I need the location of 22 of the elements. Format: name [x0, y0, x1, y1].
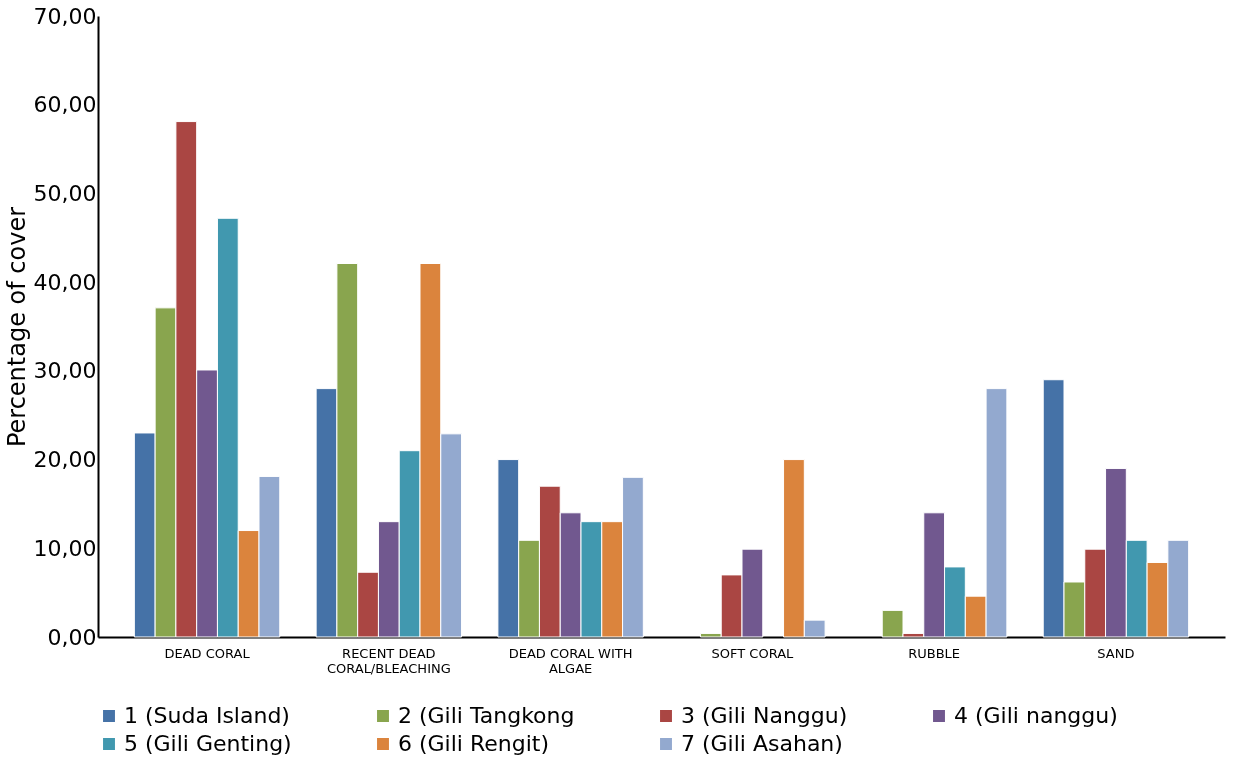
y-tick-label: 50,00	[33, 180, 97, 206]
y-tick-label: 0,00	[47, 624, 97, 650]
legend-label: 1 (Suda Island)	[124, 703, 290, 728]
x-tick-label: RECENT DEAD CORAL/BLEACHING	[326, 645, 451, 676]
y-tick-label: 30,00	[33, 358, 97, 384]
x-tick-label: SOFT CORAL	[711, 645, 795, 661]
y-tick-label: 60,00	[33, 92, 97, 118]
y-axis-title: Percentage of cover	[2, 206, 31, 448]
x-tick-label: DEAD CORAL	[164, 645, 251, 661]
x-tick-label: SAND	[1097, 645, 1135, 661]
legend-label: 4 (Gili nanggu)	[954, 703, 1118, 728]
legend-label: 7 (Gili Asahan)	[681, 731, 843, 756]
y-tick-label: 10,00	[33, 535, 97, 561]
legend-label: 2 (Gili Tangkong	[398, 703, 575, 728]
legend-label: 5 (Gili Genting)	[124, 731, 292, 756]
y-tick-label: 70,00	[33, 3, 97, 29]
y-tick-label: 40,00	[33, 269, 97, 295]
legend-label: 3 (Gili Nanggu)	[681, 703, 848, 728]
x-tick-label: RUBBLE	[908, 645, 961, 661]
y-tick-label: 20,00	[33, 447, 97, 473]
legend-label: 6 (Gili Rengit)	[398, 731, 550, 756]
x-tick-label: DEAD CORAL WITH ALGAE	[508, 645, 633, 676]
